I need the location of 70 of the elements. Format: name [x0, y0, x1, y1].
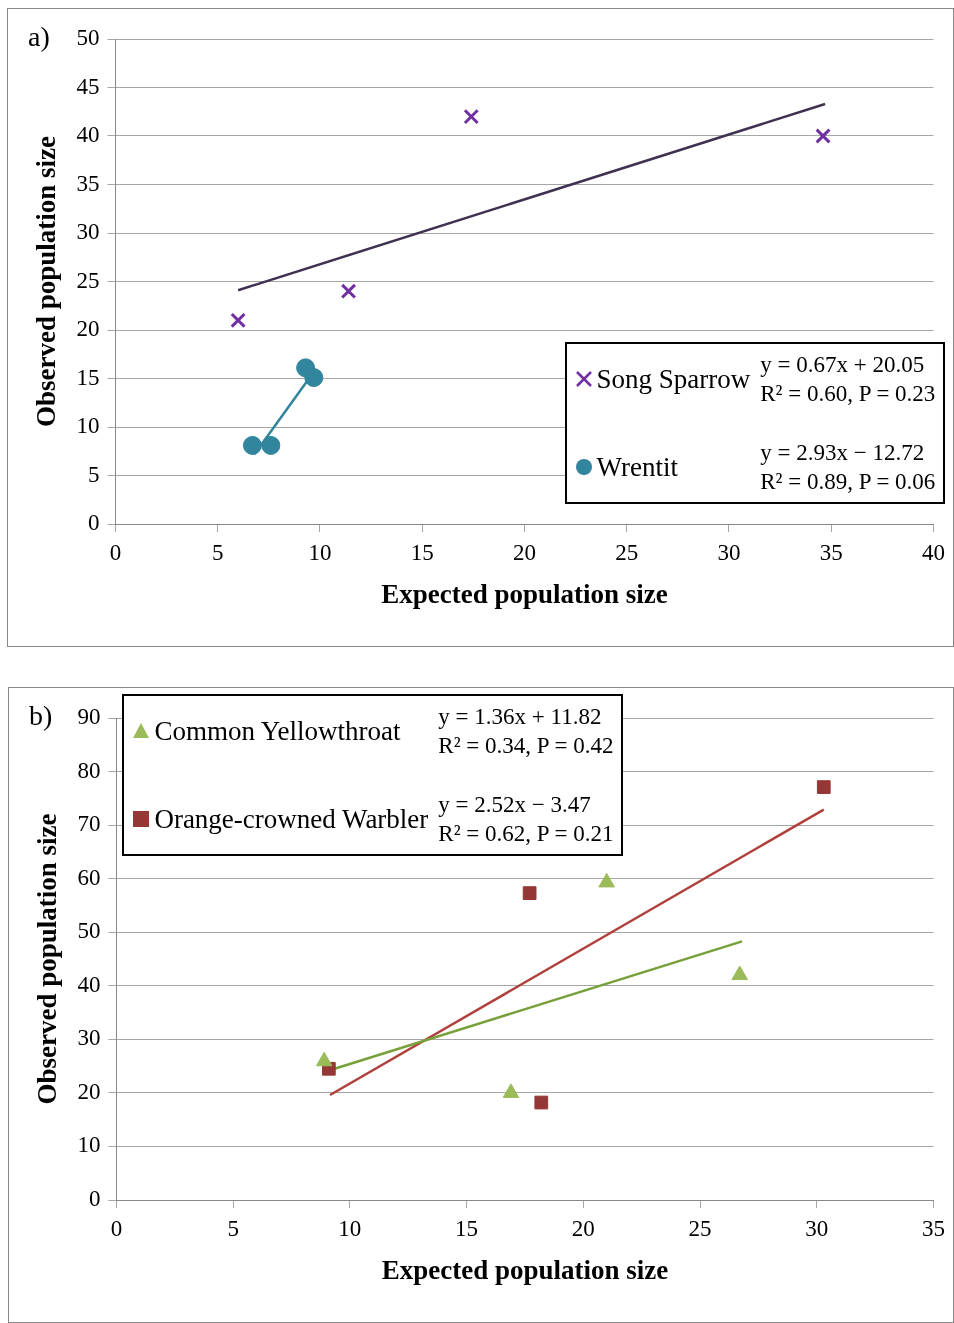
- x-tick-label: 25: [615, 539, 639, 565]
- point: [315, 1051, 333, 1067]
- chart-title: b): [29, 700, 53, 732]
- x-tick-label: 35: [922, 1215, 945, 1241]
- y-tick-label: 10: [77, 1132, 101, 1158]
- x-tick-label: 40: [922, 539, 945, 565]
- point: [304, 368, 324, 388]
- point: [534, 1095, 549, 1110]
- y-tick-label: 80: [77, 757, 101, 783]
- y-tick-label: 30: [77, 1025, 101, 1051]
- y-tick-label: 15: [76, 364, 100, 390]
- x-axis-title: Expected population size: [381, 1254, 669, 1285]
- legend-label: Wrentit: [596, 451, 678, 483]
- legend-label: Song Sparrow: [596, 363, 751, 395]
- point: [502, 1083, 520, 1098]
- y-tick-label: 10: [76, 413, 100, 439]
- y-tick-label: 40: [76, 122, 100, 148]
- y-tick-label: 45: [76, 73, 100, 99]
- annotation: R² = 0.34, P = 0.42: [438, 733, 614, 758]
- x-tick-label: 15: [455, 1215, 479, 1241]
- y-tick-label: 0: [88, 1186, 101, 1212]
- y-tick-label: 20: [77, 1078, 101, 1104]
- y-axis-title: Observed population size: [31, 135, 62, 428]
- annotation: y = 0.67x + 20.05: [760, 352, 925, 377]
- y-tick-label: 35: [76, 170, 100, 196]
- y-tick-label: 50: [77, 918, 101, 944]
- y-tick-label: 25: [76, 267, 100, 293]
- x-tick-label: 5: [211, 539, 224, 565]
- y-tick-label: 30: [76, 219, 100, 245]
- point: [815, 128, 831, 144]
- x-tick-label: 0: [110, 1215, 123, 1241]
- x-tick-label: 35: [819, 539, 843, 565]
- y-axis-title: Observed population size: [32, 813, 63, 1105]
- y-tick-label: 70: [77, 811, 101, 837]
- chart-title: a): [28, 21, 50, 53]
- annotation: y = 2.93x − 12.72: [760, 440, 925, 465]
- x-tick-label: 20: [571, 1215, 595, 1241]
- point: [816, 780, 831, 794]
- annotation: R² = 0.62, P = 0.21: [438, 821, 614, 846]
- point: [230, 312, 246, 329]
- y-tick-label: 40: [77, 971, 101, 997]
- x-tick-label: 10: [308, 539, 332, 565]
- annotation: y = 2.52x − 3.47: [438, 792, 591, 817]
- x-tick-label: 25: [688, 1215, 712, 1241]
- point: [242, 435, 262, 455]
- x-tick-label: 30: [805, 1215, 829, 1241]
- y-tick-label: 60: [77, 864, 101, 890]
- x-tick-label: 20: [512, 539, 536, 565]
- legend-label: Orange-crowned Warbler: [154, 803, 429, 835]
- x-tick-label: 15: [410, 539, 434, 565]
- annotation: R² = 0.89, P = 0.06: [760, 469, 936, 494]
- x-axis-title: Expected population size: [381, 578, 668, 609]
- x-tick-label: 10: [338, 1215, 362, 1241]
- point: [522, 886, 537, 900]
- point: [731, 965, 749, 981]
- point: [340, 283, 357, 300]
- x-tick-label: 5: [227, 1215, 239, 1241]
- point: [261, 435, 281, 455]
- point: [598, 872, 615, 888]
- point: [463, 108, 480, 125]
- y-tick-label: 90: [77, 704, 101, 730]
- y-tick-label: 0: [87, 510, 100, 536]
- y-tick-label: 5: [87, 461, 100, 487]
- y-tick-label: 20: [76, 316, 100, 342]
- legend-label: Common Yellowthroat: [154, 715, 401, 747]
- annotation: R² = 0.60, P = 0.23: [760, 381, 936, 406]
- x-tick-label: 0: [109, 539, 122, 565]
- y-tick-label: 50: [76, 25, 100, 51]
- x-tick-label: 30: [717, 539, 741, 565]
- annotation: y = 1.36x + 11.82: [438, 704, 602, 729]
